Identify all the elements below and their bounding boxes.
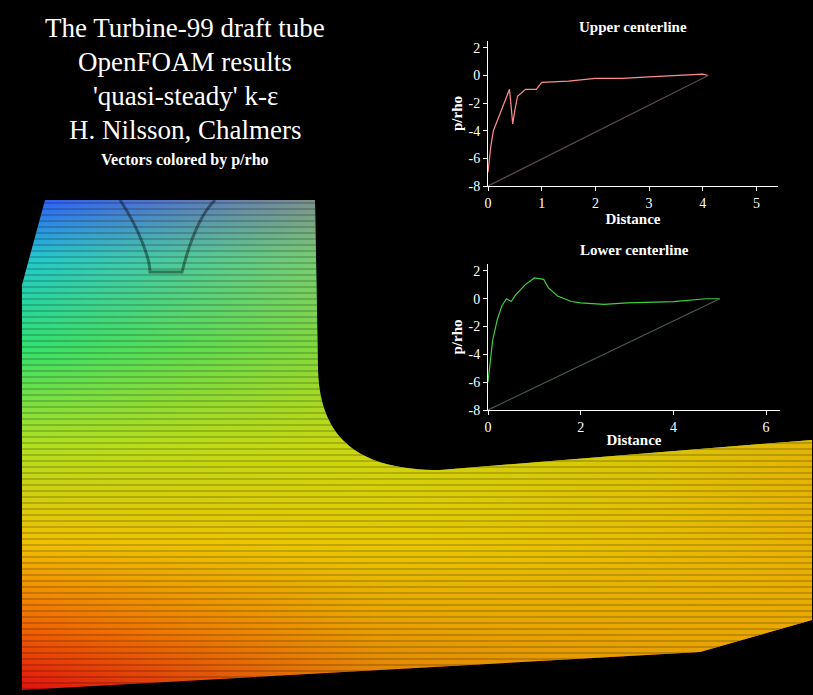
svg-text:-2: -2 (469, 96, 481, 111)
svg-text:Distance: Distance (606, 211, 661, 227)
svg-text:-4: -4 (469, 124, 481, 139)
svg-text:-2: -2 (469, 319, 481, 334)
svg-text:-8: -8 (469, 403, 481, 418)
svg-text:0: 0 (473, 292, 480, 307)
svg-text:Distance: Distance (607, 432, 662, 448)
svg-text:3: 3 (646, 196, 653, 211)
svg-text:5: 5 (753, 196, 760, 211)
svg-text:0: 0 (485, 196, 492, 211)
svg-text:-6: -6 (469, 375, 481, 390)
svg-text:4: 4 (699, 196, 706, 211)
svg-text:-4: -4 (469, 347, 481, 362)
svg-text:0: 0 (473, 68, 480, 83)
svg-text:Upper centerline: Upper centerline (579, 19, 687, 35)
svg-text:The Turbine-99 draft tube: The Turbine-99 draft tube (45, 13, 325, 43)
svg-text:6: 6 (763, 420, 770, 435)
svg-text:1: 1 (538, 196, 545, 211)
svg-text:2: 2 (577, 420, 584, 435)
svg-text:H. Nilsson, Chalmers: H. Nilsson, Chalmers (69, 115, 302, 145)
svg-text:'quasi-steady' k-ε: 'quasi-steady' k-ε (93, 81, 278, 111)
svg-text:-8: -8 (469, 179, 481, 194)
svg-text:-6: -6 (469, 151, 481, 166)
svg-text:p/rho: p/rho (449, 96, 465, 131)
svg-text:OpenFOAM results: OpenFOAM results (78, 47, 292, 77)
svg-text:2: 2 (473, 41, 480, 56)
svg-text:Lower centerline: Lower centerline (580, 242, 689, 258)
svg-text:4: 4 (670, 420, 677, 435)
svg-text:Vectors colored by p/rho: Vectors colored by p/rho (101, 151, 269, 169)
svg-text:0: 0 (485, 420, 492, 435)
svg-text:2: 2 (473, 264, 480, 279)
svg-text:p/rho: p/rho (449, 319, 465, 354)
svg-text:2: 2 (592, 196, 599, 211)
